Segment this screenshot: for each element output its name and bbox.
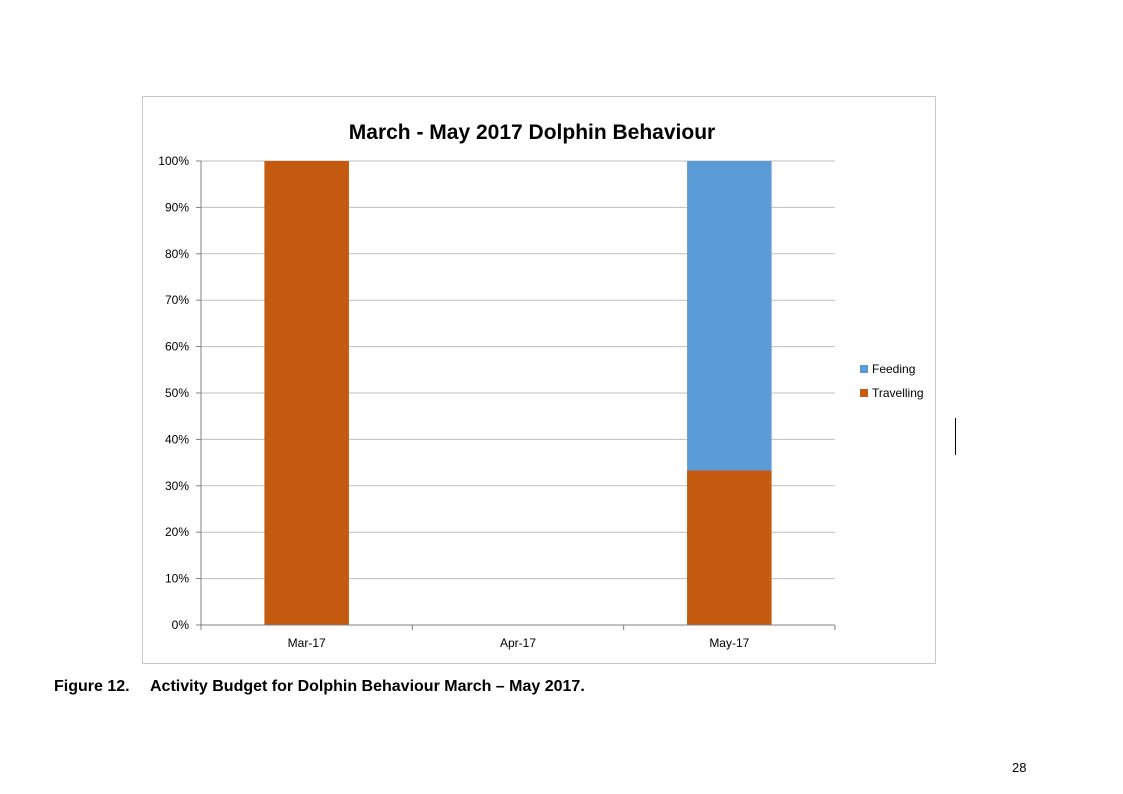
y-tick-label: 100% [158, 154, 189, 168]
stacked-bar-chart: March - May 2017 Dolphin Behaviour 0% 10%… [158, 121, 924, 650]
y-tick-label: 0% [172, 618, 190, 632]
x-tick-label: Mar-17 [288, 636, 326, 650]
y-tick-label: 20% [165, 525, 189, 539]
chart-title: March - May 2017 Dolphin Behaviour [349, 121, 715, 144]
legend-label-travelling: Travelling [872, 386, 924, 400]
legend-swatch-travelling [860, 389, 868, 397]
y-tick-label: 10% [165, 572, 189, 586]
x-axis [200, 161, 835, 626]
figure-caption-text: Activity Budget for Dolphin Behaviour Ma… [150, 678, 585, 695]
page-number: 28 [1012, 760, 1027, 775]
bar-travelling-mar-17 [264, 161, 349, 625]
y-tick-label: 30% [165, 479, 189, 493]
legend-label-feeding: Feeding [872, 362, 915, 376]
legend-swatch-feeding [860, 365, 868, 373]
y-axis-ticks: 0% 10% 20% 30% 40% 50% 60% 70% 80% 90% 100% [158, 154, 201, 632]
y-tick-label: 80% [165, 247, 189, 261]
y-tick-label: 40% [165, 432, 189, 446]
x-tick-label: May-17 [709, 636, 749, 650]
figure-number: Figure 12. [54, 678, 130, 695]
bars [264, 161, 772, 625]
bar-feeding-may-17 [687, 161, 772, 471]
chart-container: March - May 2017 Dolphin Behaviour 0% 10%… [142, 96, 936, 664]
y-tick-label: 50% [165, 386, 189, 400]
y-tick-label: 60% [165, 340, 189, 354]
x-axis-ticks: Mar-17 Apr-17 May-17 [200, 625, 836, 650]
x-tick-label: Apr-17 [500, 636, 536, 650]
bar-travelling-may-17 [687, 470, 772, 625]
y-tick-label: 90% [165, 200, 189, 214]
margin-line [955, 418, 956, 455]
y-tick-label: 70% [165, 293, 189, 307]
legend: Feeding Travelling [860, 362, 924, 400]
figure-caption: Figure 12. Activity Budget for Dolphin Be… [54, 678, 585, 696]
